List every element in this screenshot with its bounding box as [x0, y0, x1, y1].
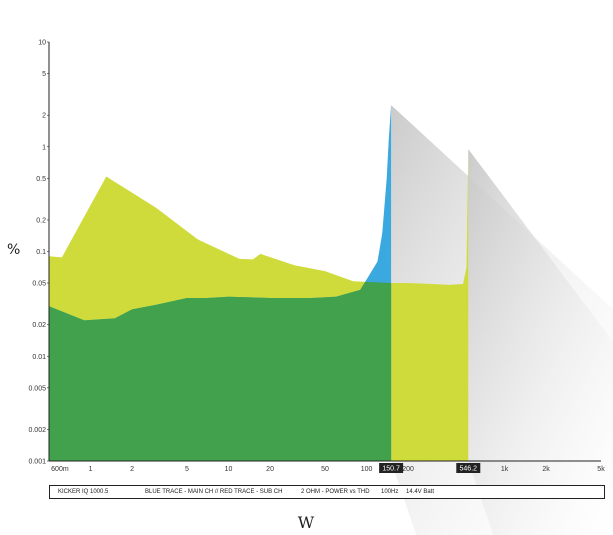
- trace-legend: BLUE TRACE - MAIN CH // RED TRACE - SUB …: [145, 489, 283, 495]
- x-tick-label: 1: [89, 466, 93, 473]
- y-tick-label: 0.05: [32, 281, 46, 288]
- drop-shadow-sub: [468, 149, 613, 535]
- y-tick-label: 5: [42, 71, 46, 78]
- x-tick-label: 2k: [542, 466, 550, 473]
- x-tick-label: 5k: [597, 466, 605, 473]
- test-info-bar: KICKER IQ 1000.5 BLUE TRACE - MAIN CH //…: [49, 485, 605, 499]
- value-highlights: 150.7 546.2: [379, 463, 481, 473]
- x-tick-label: 5: [185, 466, 189, 473]
- battery-voltage: 14.4V Batt: [406, 489, 435, 495]
- y-tick-label: 0.5: [36, 176, 46, 183]
- overlap-area: [49, 149, 392, 461]
- x-tick-label: 2: [130, 466, 134, 473]
- y-tick-label: 0.1: [36, 249, 46, 256]
- x-tick-label: 50: [321, 466, 329, 473]
- x-tick-label: 100: [361, 466, 373, 473]
- x-tick-label: 600m: [51, 466, 69, 473]
- x-tick-labels: 600m 1 2 5 10 20 50 100 200 1k 2k 5k: [51, 466, 605, 473]
- y-tick-label: 0.2: [36, 217, 46, 224]
- x-tick-label: 1k: [501, 466, 509, 473]
- y-axis-title: %: [7, 242, 20, 258]
- y-tick-label: 0.02: [32, 322, 46, 329]
- x-axis-title: W: [298, 513, 315, 532]
- y-tick-label: 10: [38, 40, 46, 47]
- y-tick-label: 2: [42, 113, 46, 120]
- highlight-box: [456, 463, 481, 473]
- y-tick-label: 0.002: [28, 427, 46, 434]
- test-type: 2 OHM - POWER vs THD: [301, 489, 370, 495]
- y-tick-label: 0.01: [32, 354, 46, 361]
- y-tick-label: 1: [42, 144, 46, 151]
- x-tick-label: 20: [266, 466, 274, 473]
- highlight-box: [379, 463, 404, 473]
- product-label: KICKER IQ 1000.5: [58, 489, 109, 495]
- x-tick-label: 10: [225, 466, 233, 473]
- y-tick-labels: 10 5 2 1 0.5 0.2 0.1 0.05 0.02 0.01 0.005 0.002 0.00…: [28, 40, 49, 466]
- series-overlap: [49, 149, 392, 461]
- highlight-value: 150.7: [382, 466, 400, 473]
- test-frequency: 100Hz: [381, 489, 399, 495]
- y-tick-label: 0.005: [28, 385, 46, 392]
- x-tick-label: 200: [402, 466, 414, 473]
- y-tick-label: 0.001: [28, 459, 46, 466]
- highlight-value: 546.2: [460, 466, 478, 473]
